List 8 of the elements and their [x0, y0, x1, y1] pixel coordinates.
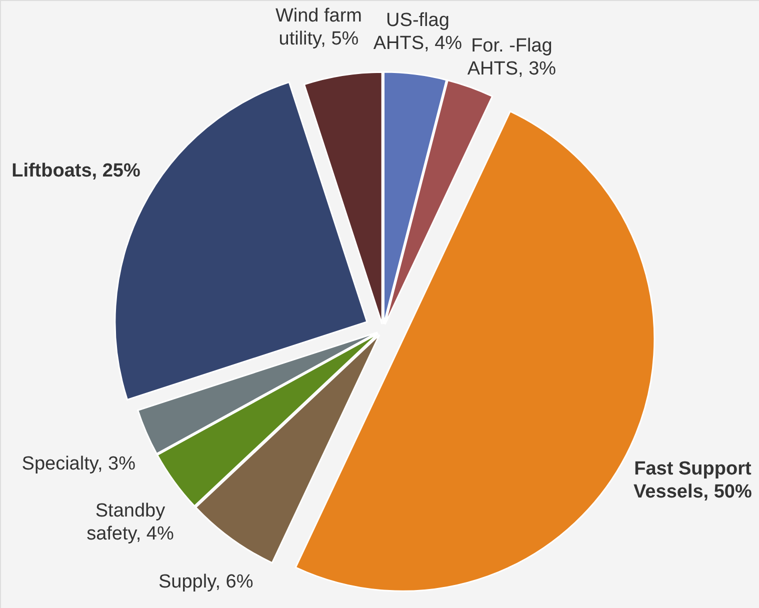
slice-label: Fast Support Vessels, 50% [634, 458, 752, 503]
slice-label: Liftboats, 25% [12, 160, 140, 182]
slice-label: Wind farm utility, 5% [275, 6, 362, 50]
slice-label: US-flag AHTS, 4% [373, 10, 462, 54]
slice-label: For. -Flag AHTS, 3% [467, 36, 556, 80]
slice-label: Standby safety, 4% [86, 500, 174, 544]
slice-label: Supply, 6% [158, 572, 254, 593]
slice-label: Specialty, 3% [22, 454, 136, 475]
